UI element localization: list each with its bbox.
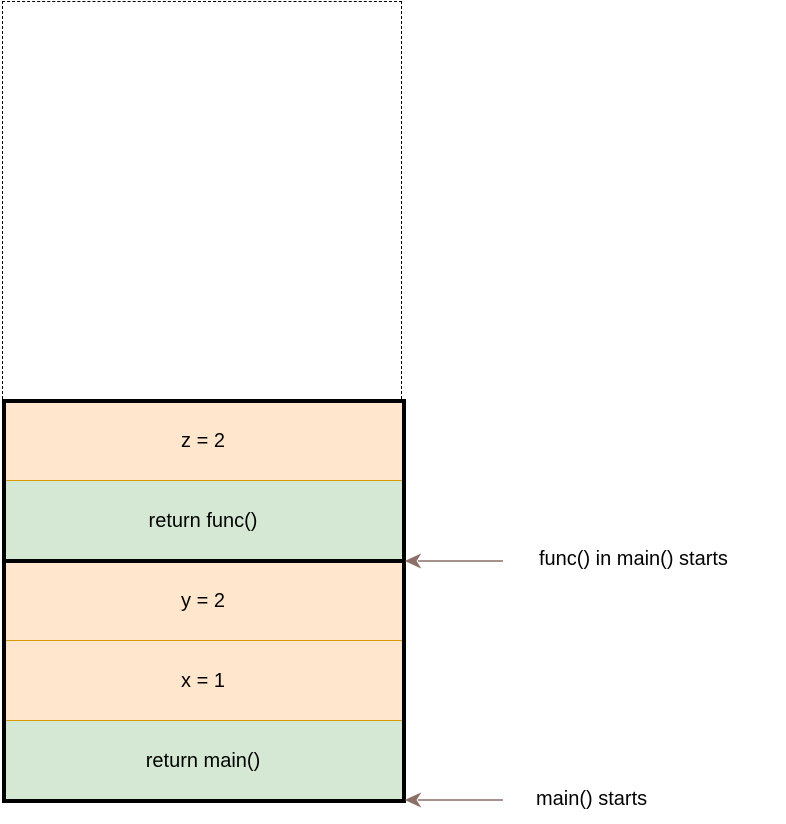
stack-cell-label: return main() <box>145 749 261 772</box>
cell-divider <box>4 720 402 721</box>
stack-cell-label: x = 1 <box>181 669 225 692</box>
main-start-label: main() starts <box>536 788 648 810</box>
empty-stack-space <box>2 1 402 399</box>
stack-cell-z: z = 2 <box>4 401 402 481</box>
stack-cell-label: y = 2 <box>181 589 225 612</box>
main-start-arrow <box>404 792 503 808</box>
stack-cell-y: y = 2 <box>4 561 402 641</box>
func-start-arrow <box>404 553 503 569</box>
stack-cell-return-func: return func() <box>4 481 402 561</box>
stack-cell-x: x = 1 <box>4 641 402 721</box>
cell-divider <box>4 480 402 481</box>
stack-cell-label: z = 2 <box>181 429 225 452</box>
func-start-label: func() in main() starts <box>539 548 728 570</box>
stack-cell-return-main: return main() <box>4 721 402 801</box>
cell-divider <box>4 640 402 641</box>
stack-cell-label: return func() <box>148 509 258 532</box>
